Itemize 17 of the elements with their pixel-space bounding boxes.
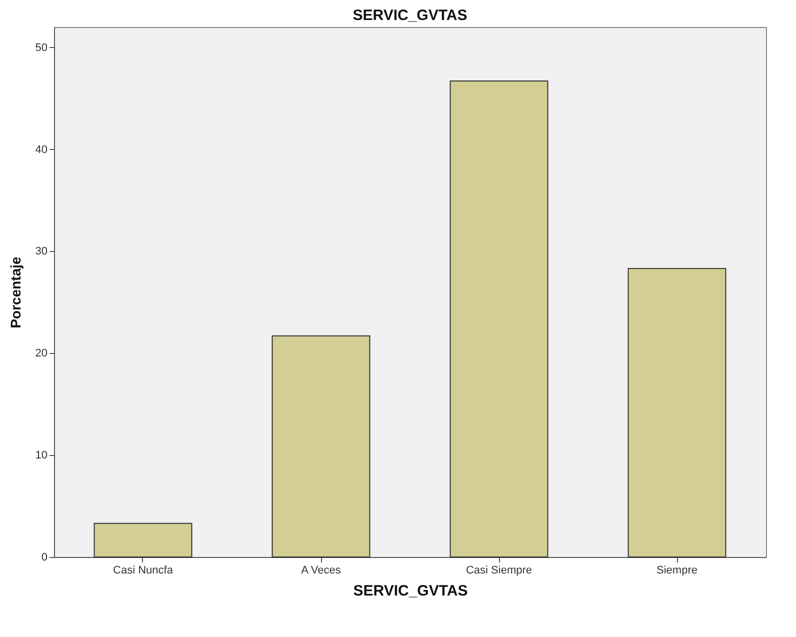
bar	[628, 268, 726, 558]
y-tick-label: 50	[35, 42, 48, 54]
bar	[272, 335, 370, 558]
y-axis-title: Porcentaje	[7, 256, 24, 328]
x-axis-title: SERVIC_GVTAS	[353, 582, 468, 600]
bar	[94, 522, 192, 558]
bar	[450, 80, 548, 558]
y-tick-label: 20	[35, 348, 48, 360]
x-tick-label: Casi Siempre	[466, 564, 532, 576]
chart-title: SERVIC_GVTAS	[352, 7, 468, 24]
y-tick-label: 10	[35, 450, 48, 462]
x-tick-label: Siempre	[656, 564, 698, 576]
x-tick-label: A Veces	[301, 564, 342, 576]
x-tick-label: Casi Nuncfa	[113, 564, 174, 576]
y-tick-label: 0	[41, 552, 48, 564]
y-tick-label: 40	[35, 144, 48, 156]
y-tick-label: 30	[35, 246, 48, 258]
